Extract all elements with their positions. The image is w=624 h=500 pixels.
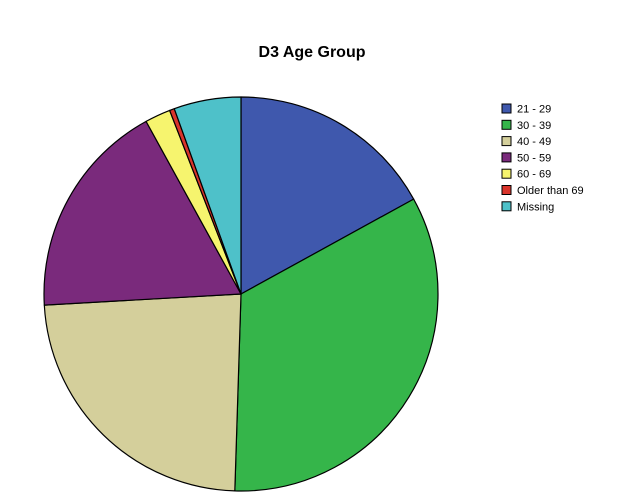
legend-swatch-30-39 — [501, 119, 512, 130]
pie-slice-40-49 — [43, 293, 242, 492]
legend-label-21-29: 21 - 29 — [517, 104, 551, 116]
legend: 21 - 29 30 - 39 40 - 49 50 - 59 60 - 69 Older… — [501, 103, 584, 213]
legend-label-missing: Missing — [517, 201, 554, 213]
legend-swatch-older-than-69 — [501, 185, 512, 195]
pie-slice-missing — [173, 96, 242, 295]
legend-swatch-21-29 — [501, 103, 512, 114]
legend-label-60-69: 60 - 69 — [517, 169, 551, 181]
legend-swatch-40-49 — [501, 136, 512, 147]
legend-swatch-50-59 — [501, 152, 512, 163]
pie-slice-50-59 — [43, 120, 242, 306]
legend-swatch-60-69 — [501, 168, 512, 179]
legend-label-older-than-69: Older than 69 — [517, 185, 584, 197]
legend-label-40-49: 40 - 49 — [517, 136, 551, 148]
legend-label-50-59: 50 - 59 — [517, 152, 551, 164]
pie-slices — [43, 96, 439, 492]
legend-swatch-missing — [501, 201, 512, 212]
legend-label-30-39: 30 - 39 — [517, 120, 551, 132]
chart-title: D3 Age Group — [258, 44, 366, 61]
pie-slice-21-29 — [240, 96, 415, 295]
pie-slice-30-39 — [234, 198, 439, 492]
